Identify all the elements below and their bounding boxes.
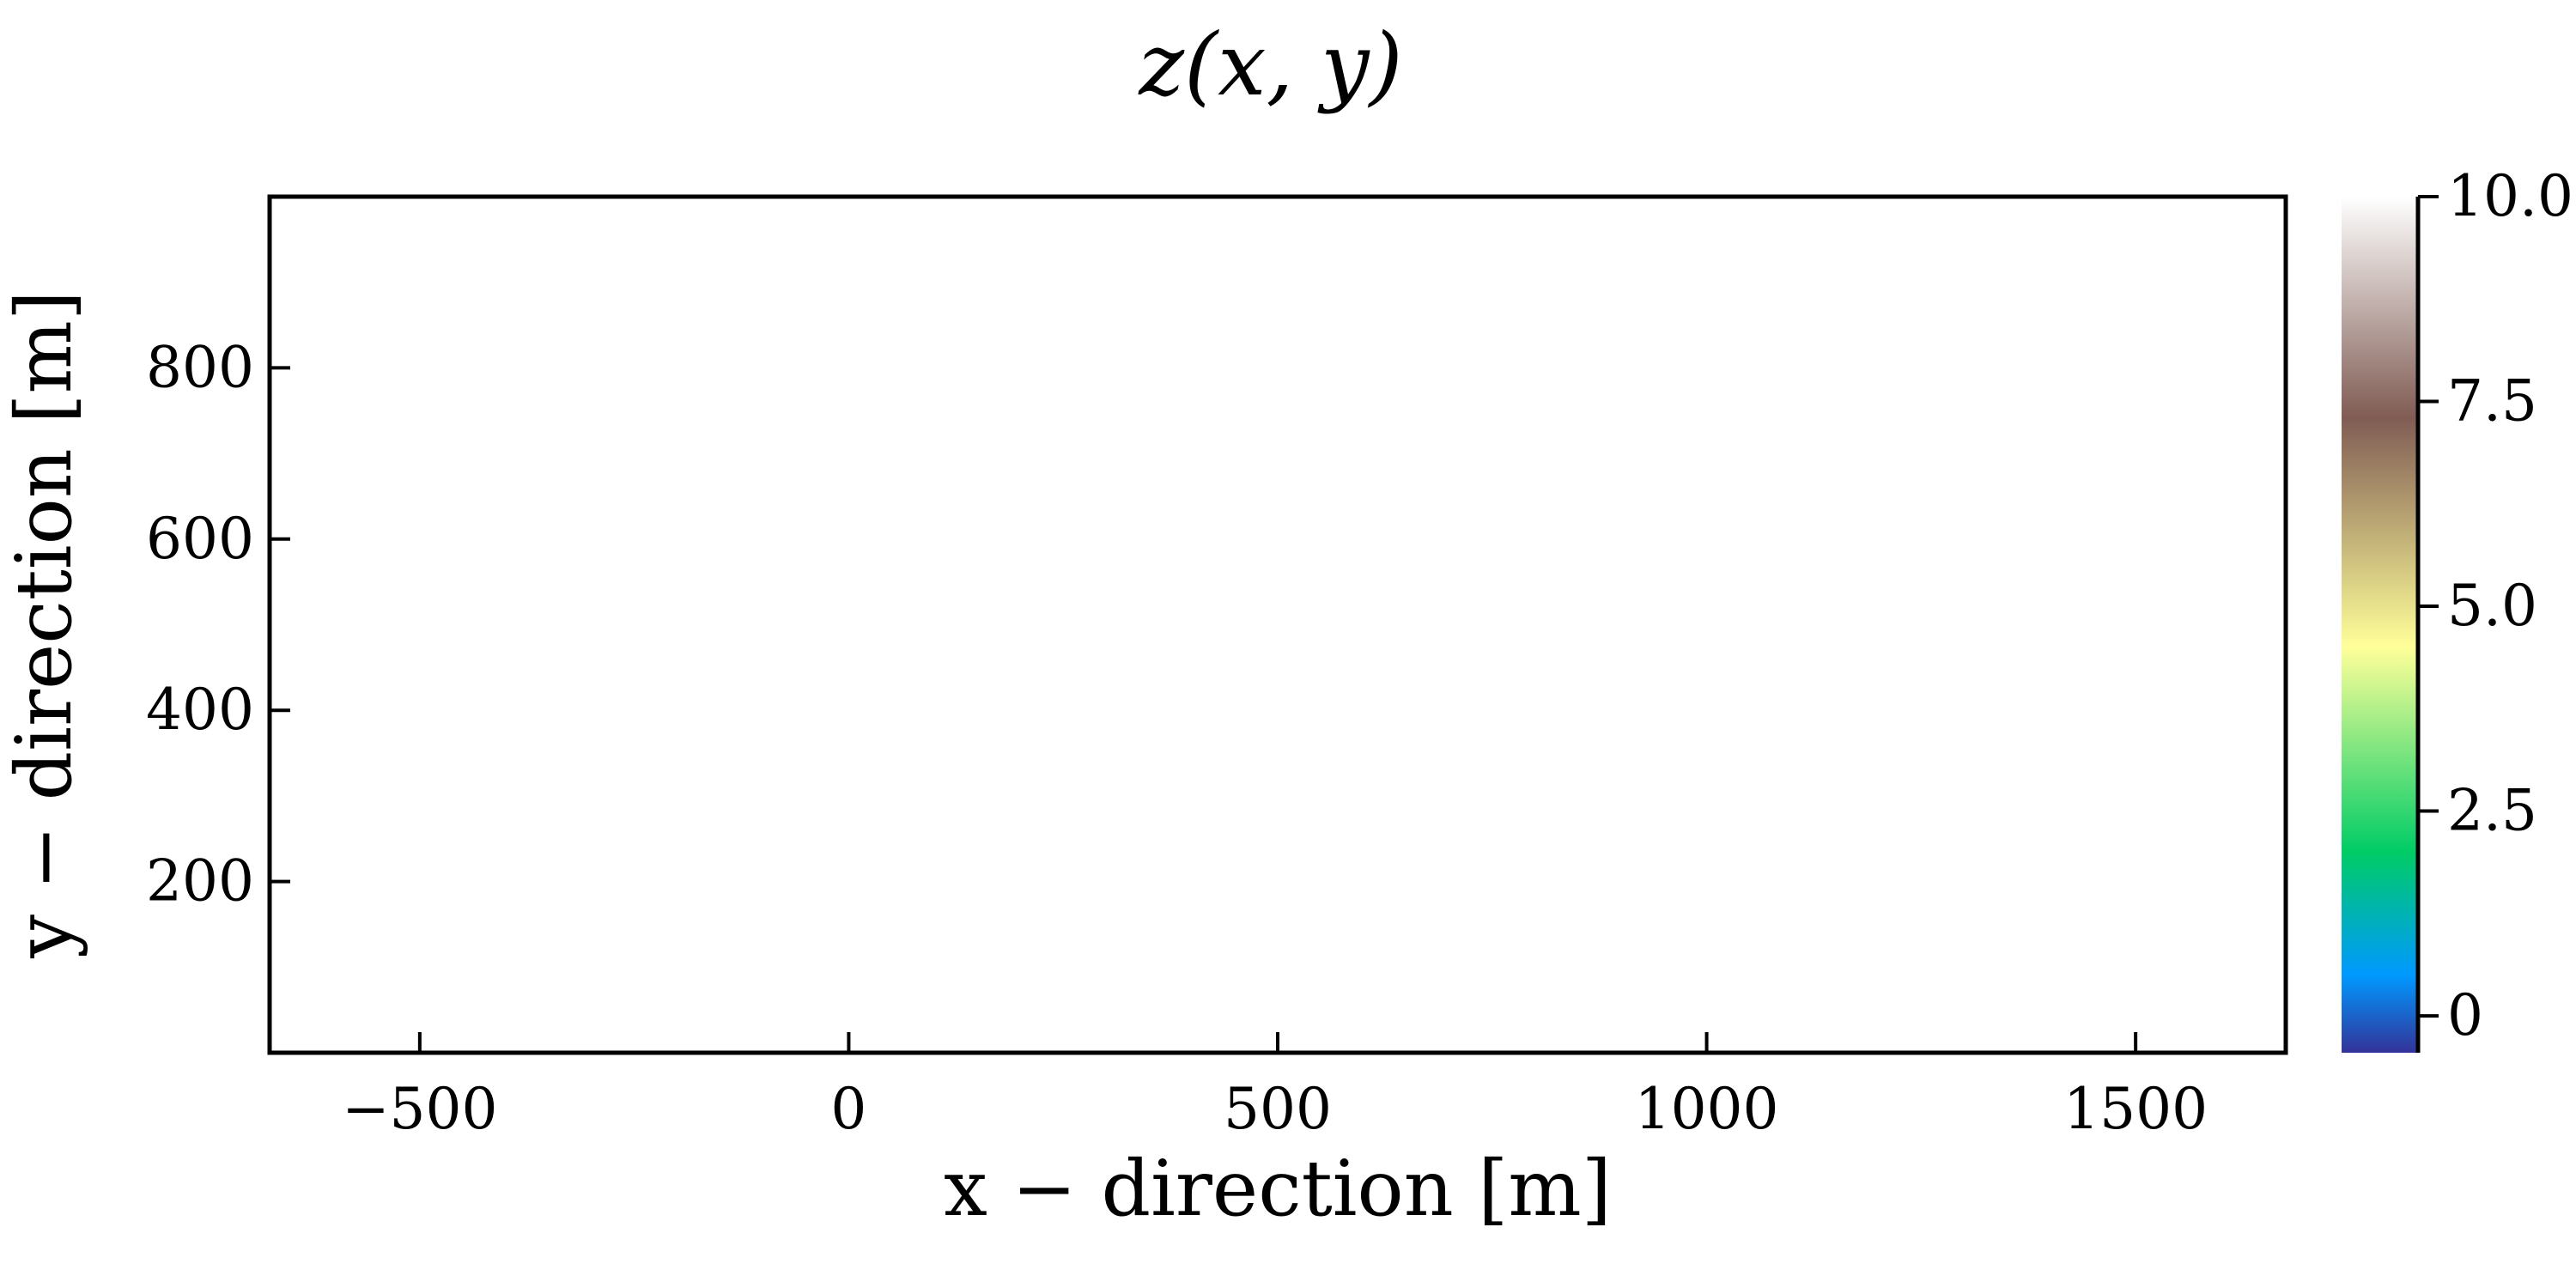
x-tick-label: 500 bbox=[1224, 1076, 1332, 1142]
y-tick-label: 600 bbox=[146, 506, 254, 572]
x-tick-label: 1500 bbox=[2063, 1076, 2208, 1142]
colorbar-fill bbox=[2342, 197, 2418, 1053]
x-axis: −500 0 500 1000 1500 bbox=[342, 1032, 2208, 1142]
y-axis-label: y − direction [m] bbox=[0, 290, 89, 959]
colorbar: 0 2.5 5.0 7.5 10.0 bbox=[2342, 163, 2573, 1053]
chart-title: z(x, y) bbox=[1138, 15, 1402, 115]
x-tick-label: −500 bbox=[342, 1076, 497, 1142]
colorbar-tick-label: 5.0 bbox=[2447, 573, 2537, 639]
heatmap-layer bbox=[848, 197, 1707, 1053]
y-tick-label: 800 bbox=[146, 334, 254, 400]
y-tick-label: 400 bbox=[146, 677, 254, 743]
colorbar-tick-label: 0 bbox=[2447, 982, 2483, 1048]
x-tick-label: 1000 bbox=[1635, 1076, 1779, 1142]
x-axis-label: x − direction [m] bbox=[944, 1144, 1612, 1234]
x-tick-label: 0 bbox=[830, 1076, 866, 1142]
colorbar-tick-label: 7.5 bbox=[2447, 368, 2537, 434]
colorbar-ticks: 0 2.5 5.0 7.5 10.0 bbox=[2418, 163, 2573, 1048]
y-tick-label: 200 bbox=[146, 848, 254, 914]
colorbar-tick-label: 2.5 bbox=[2447, 778, 2537, 844]
colorbar-tick-label: 10.0 bbox=[2447, 163, 2573, 229]
y-axis: 200 400 600 800 bbox=[146, 334, 290, 914]
heatmap-cell bbox=[848, 197, 1707, 1053]
